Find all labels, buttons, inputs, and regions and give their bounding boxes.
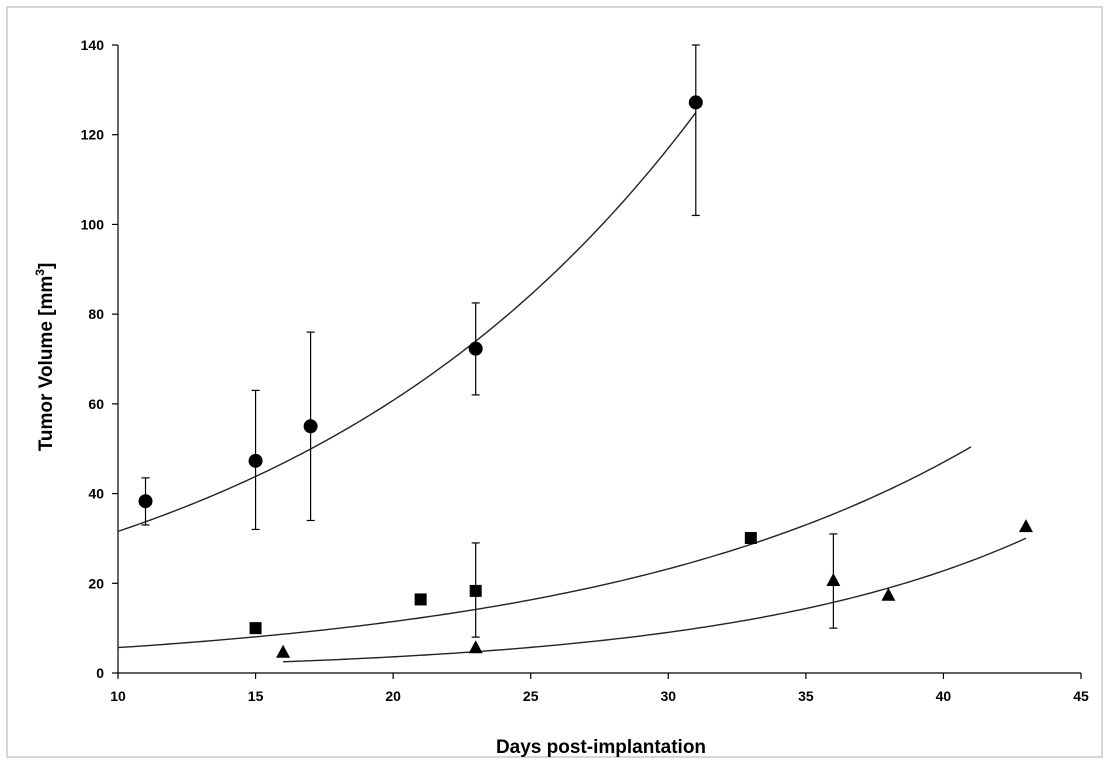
x-tick-label: 10 xyxy=(110,688,126,704)
point-square xyxy=(469,584,482,597)
point-circle xyxy=(303,419,318,434)
x-tick-label: 30 xyxy=(660,688,676,704)
chart-border xyxy=(6,6,1103,758)
y-tick-label: 140 xyxy=(81,37,105,53)
y-axis-title-superscript: 3 xyxy=(33,269,47,276)
y-tick-label: 20 xyxy=(88,575,104,591)
y-axis-title-suffix: ] xyxy=(36,263,57,269)
point-triangle xyxy=(1018,519,1033,533)
y-tick-label: 40 xyxy=(88,486,104,502)
x-tick-label: 25 xyxy=(523,688,539,704)
point-circle xyxy=(248,453,263,468)
trendline-series-2 xyxy=(117,446,972,649)
trendline-series-1 xyxy=(117,112,697,533)
x-tick-label: 45 xyxy=(1073,688,1089,704)
point-square xyxy=(414,593,427,606)
x-tick-label: 15 xyxy=(248,688,264,704)
x-tick-label: 40 xyxy=(936,688,952,704)
trendline-series-3 xyxy=(283,537,1027,663)
y-tick-label: 100 xyxy=(81,216,105,232)
point-triangle xyxy=(276,644,291,658)
y-axis-title: Tumor Volume [mm3] xyxy=(33,263,57,452)
point-triangle xyxy=(468,640,483,654)
point-circle xyxy=(138,494,153,509)
x-tick-label: 20 xyxy=(385,688,401,704)
point-square xyxy=(744,531,757,544)
x-tick-label: 35 xyxy=(798,688,814,704)
x-axis-title: Days post-implantation xyxy=(496,737,706,758)
point-square xyxy=(249,622,262,635)
point-circle xyxy=(688,95,703,110)
y-tick-label: 120 xyxy=(81,127,105,143)
axes: 0 20 40 60 80 100 120 140 10 15 20 25 30 35 40 45 xyxy=(81,37,1089,704)
data-markers xyxy=(138,95,1033,658)
y-axis-title-text: Tumor Volume [mm xyxy=(36,276,57,452)
trendlines xyxy=(117,112,1027,663)
y-tick-label: 0 xyxy=(96,665,104,681)
y-tick-label: 80 xyxy=(88,306,104,322)
point-circle xyxy=(468,341,483,356)
y-tick-label: 60 xyxy=(88,396,104,412)
point-triangle xyxy=(881,587,896,601)
point-triangle xyxy=(826,572,841,586)
